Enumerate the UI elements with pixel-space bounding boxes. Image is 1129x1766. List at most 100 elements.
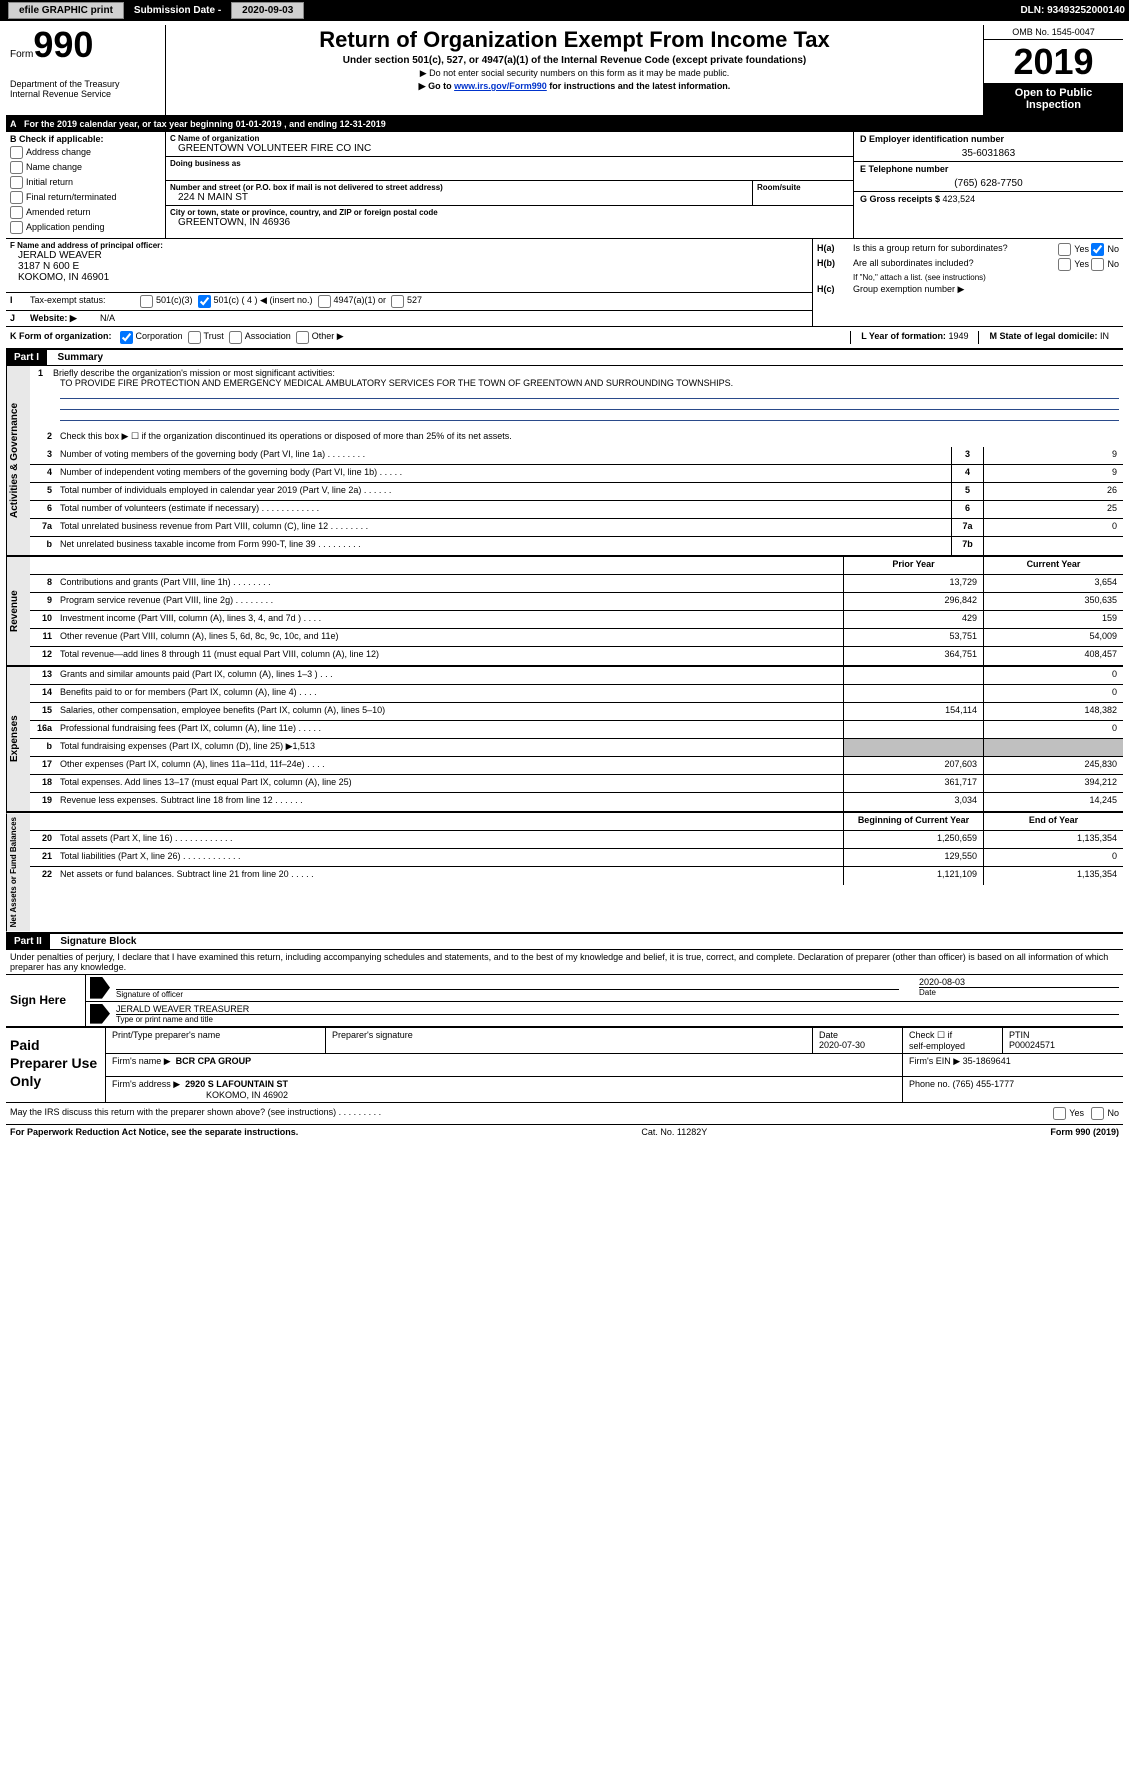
sig-officer-label: Signature of officer xyxy=(116,989,899,999)
hb-yesno: Yes No xyxy=(1058,258,1119,271)
paid-preparer-block: Paid Preparer Use Only Print/Type prepar… xyxy=(6,1027,1123,1102)
mission-line-1 xyxy=(60,398,1119,399)
end-year-header: End of Year xyxy=(983,813,1123,830)
efile-button[interactable]: efile GRAPHIC print xyxy=(8,2,124,19)
summary-row: 5Total number of individuals employed in… xyxy=(30,483,1123,501)
chk-final-return: Final return/terminated xyxy=(10,191,161,204)
checkbox-association[interactable] xyxy=(229,331,242,344)
dln-label: DLN: xyxy=(1020,5,1047,16)
checkbox-name-change[interactable] xyxy=(10,161,23,174)
opt-4947: 4947(a)(1) or xyxy=(334,295,387,308)
current-year-amt: 14,245 xyxy=(983,793,1123,811)
column-b: B Check if applicable: Address change Na… xyxy=(6,132,166,238)
checkbox-527[interactable] xyxy=(391,295,404,308)
summary-row: bTotal fundraising expenses (Part IX, co… xyxy=(30,739,1123,757)
part2-badge: Part II xyxy=(6,934,50,949)
current-year-header: Current Year xyxy=(983,557,1123,574)
chk-name-change: Name change xyxy=(10,161,161,174)
submission-date[interactable]: 2020-09-03 xyxy=(231,2,304,19)
row-num: 3 xyxy=(30,447,56,464)
checkbox-may-no[interactable] xyxy=(1091,1107,1104,1120)
ha-label: H(a) xyxy=(817,243,853,256)
officer-name: JERALD WEAVER xyxy=(10,250,808,261)
row-text: Benefits paid to or for members (Part IX… xyxy=(56,685,843,702)
checkbox-501c[interactable] xyxy=(198,295,211,308)
firm-addr2: KOKOMO, IN 46902 xyxy=(112,1090,896,1100)
checkbox-hb-no[interactable] xyxy=(1091,258,1104,271)
part1-badge: Part I xyxy=(6,350,47,365)
sign-here-right: Signature of officer 2020-08-03 Date JER… xyxy=(86,975,1123,1026)
street-value: 224 N MAIN ST xyxy=(170,192,748,203)
row-text: Revenue less expenses. Subtract line 18 … xyxy=(56,793,843,811)
checkbox-hb-yes[interactable] xyxy=(1058,258,1071,271)
checkbox-application-pending[interactable] xyxy=(10,221,23,234)
checkbox-other[interactable] xyxy=(296,331,309,344)
row-text: Number of voting members of the governin… xyxy=(56,447,951,464)
subtitle-1: Under section 501(c), 527, or 4947(a)(1)… xyxy=(170,55,979,66)
row-j-label: J xyxy=(10,313,30,324)
checkbox-amended[interactable] xyxy=(10,206,23,219)
prep-self-cell: Check ☐ ifself-employed xyxy=(903,1028,1003,1053)
checkbox-final-return[interactable] xyxy=(10,191,23,204)
current-year-amt: 350,635 xyxy=(983,593,1123,610)
street-label: Number and street (or P.O. box if mail i… xyxy=(170,183,748,192)
bal-body: Beginning of Current Year End of Year 20… xyxy=(30,813,1123,931)
city-cell: City or town, state or province, country… xyxy=(166,206,853,230)
room-cell: Room/suite xyxy=(753,181,853,205)
firm-name: BCR CPA GROUP xyxy=(176,1056,252,1066)
summary-row: 18Total expenses. Add lines 13–17 (must … xyxy=(30,775,1123,793)
paid-preparer-label: Paid Preparer Use Only xyxy=(6,1028,106,1102)
checkbox-initial-return[interactable] xyxy=(10,176,23,189)
checkbox-trust[interactable] xyxy=(188,331,201,344)
city-label: City or town, state or province, country… xyxy=(170,208,849,217)
gov-body: 1Briefly describe the organization's mis… xyxy=(30,366,1123,555)
line-a-end: 12-31-2019 xyxy=(340,119,386,129)
summary-row: 21Total liabilities (Part X, line 26) . … xyxy=(30,849,1123,867)
summary-row: 11Other revenue (Part VIII, column (A), … xyxy=(30,629,1123,647)
row-box: 7a xyxy=(951,519,983,536)
checkbox-ha-yes[interactable] xyxy=(1058,243,1071,256)
row-num: 11 xyxy=(30,629,56,646)
dba-cell: Doing business as xyxy=(166,157,853,181)
row-text: Total expenses. Add lines 13–17 (must eq… xyxy=(56,775,843,792)
checkbox-501c3[interactable] xyxy=(140,295,153,308)
officer-cell: F Name and address of principal officer:… xyxy=(6,239,812,293)
gross-label: G Gross receipts $ xyxy=(860,194,943,204)
checkbox-4947[interactable] xyxy=(318,295,331,308)
row-i: I Tax-exempt status: 501(c)(3) 501(c) ( … xyxy=(6,293,812,311)
row-num: 17 xyxy=(30,757,56,774)
h-a: H(a) Is this a group return for subordin… xyxy=(817,243,1119,256)
current-year-amt: 394,212 xyxy=(983,775,1123,792)
row-text: Total assets (Part X, line 16) . . . . .… xyxy=(56,831,843,848)
rev-rows: 8Contributions and grants (Part VIII, li… xyxy=(30,575,1123,665)
row-text: Professional fundraising fees (Part IX, … xyxy=(56,721,843,738)
checkbox-corporation[interactable] xyxy=(120,331,133,344)
firm-phone-cell: Phone no. (765) 455-1777 xyxy=(903,1077,1123,1102)
open-to-public: Open to Public Inspection xyxy=(984,83,1123,115)
column-deg: D Employer identification number 35-6031… xyxy=(853,132,1123,238)
org-name: GREENTOWN VOLUNTEER FIRE CO INC xyxy=(170,143,849,154)
room-label: Room/suite xyxy=(757,183,801,192)
hc-label: H(c) xyxy=(817,284,853,295)
current-year-amt: 1,135,354 xyxy=(983,831,1123,848)
checkbox-address-change[interactable] xyxy=(10,146,23,159)
checkbox-may-yes[interactable] xyxy=(1053,1107,1066,1120)
line-a: A For the 2019 calendar year, or tax yea… xyxy=(6,117,1123,132)
summary-row: 15Salaries, other compensation, employee… xyxy=(30,703,1123,721)
checkbox-ha-no[interactable] xyxy=(1091,243,1104,256)
officer-addr2: KOKOMO, IN 46901 xyxy=(10,272,808,283)
firm-addr1: 2920 S LAFOUNTAIN ST xyxy=(185,1079,288,1089)
form-header: Form990 Department of the Treasury Inter… xyxy=(6,25,1123,117)
gov-rows: 2Check this box ▶ ☐ if the organization … xyxy=(30,429,1123,555)
bal-rows: 20Total assets (Part X, line 16) . . . .… xyxy=(30,831,1123,885)
row-num: 8 xyxy=(30,575,56,592)
arrow-icon xyxy=(90,977,110,999)
summary-row: 13Grants and similar amounts paid (Part … xyxy=(30,667,1123,685)
column-c: C Name of organization GREENTOWN VOLUNTE… xyxy=(166,132,853,238)
irs-link[interactable]: www.irs.gov/Form990 xyxy=(454,81,547,91)
ein-cell: D Employer identification number 35-6031… xyxy=(854,132,1123,162)
current-year-amt: 148,382 xyxy=(983,703,1123,720)
line-a-mid: , and ending xyxy=(284,119,340,129)
state-domicile: M State of legal domicile: IN xyxy=(978,331,1119,344)
row-num: 14 xyxy=(30,685,56,702)
